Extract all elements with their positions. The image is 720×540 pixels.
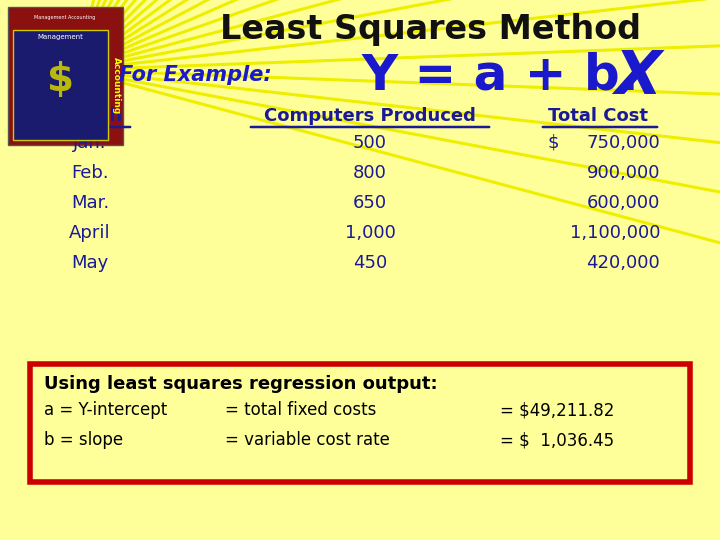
Text: $: $ xyxy=(548,134,565,152)
Text: Least Squares Method: Least Squares Method xyxy=(220,14,641,46)
Text: May: May xyxy=(71,254,109,272)
Text: = variable cost rate: = variable cost rate xyxy=(225,431,390,449)
Text: Feb.: Feb. xyxy=(71,164,109,182)
Text: Management: Management xyxy=(37,34,83,40)
Text: 750,000: 750,000 xyxy=(586,134,660,152)
Text: 600,000: 600,000 xyxy=(587,194,660,212)
Text: 650: 650 xyxy=(353,194,387,212)
Text: = $49,211.82: = $49,211.82 xyxy=(500,401,614,419)
Bar xyxy=(30,364,690,482)
Text: = $  1,036.45: = $ 1,036.45 xyxy=(500,431,614,449)
Text: Mar.: Mar. xyxy=(71,194,109,212)
Text: Month: Month xyxy=(58,107,122,125)
Text: 500: 500 xyxy=(353,134,387,152)
Text: 1,100,000: 1,100,000 xyxy=(570,224,660,242)
Text: Management Accounting: Management Accounting xyxy=(35,15,96,19)
Bar xyxy=(13,30,108,140)
Bar xyxy=(8,7,123,145)
Text: = total fixed costs: = total fixed costs xyxy=(225,401,377,419)
Text: $: $ xyxy=(47,61,73,99)
Text: Using least squares regression output:: Using least squares regression output: xyxy=(44,375,438,393)
Text: Y = a + b.: Y = a + b. xyxy=(361,51,639,99)
Text: Accounting: Accounting xyxy=(112,57,120,114)
Text: For Example:: For Example: xyxy=(119,65,271,85)
Text: 800: 800 xyxy=(353,164,387,182)
Text: Jan.: Jan. xyxy=(73,134,107,152)
Text: a = Y-intercept: a = Y-intercept xyxy=(44,401,167,419)
Text: Total Cost: Total Cost xyxy=(548,107,648,125)
Text: b = slope: b = slope xyxy=(44,431,123,449)
Text: 450: 450 xyxy=(353,254,387,272)
Bar xyxy=(10,9,121,25)
Text: 1,000: 1,000 xyxy=(345,224,395,242)
Text: X: X xyxy=(614,48,662,106)
Text: Computers Produced: Computers Produced xyxy=(264,107,476,125)
Text: 900,000: 900,000 xyxy=(587,164,660,182)
Text: 420,000: 420,000 xyxy=(586,254,660,272)
Text: April: April xyxy=(69,224,111,242)
